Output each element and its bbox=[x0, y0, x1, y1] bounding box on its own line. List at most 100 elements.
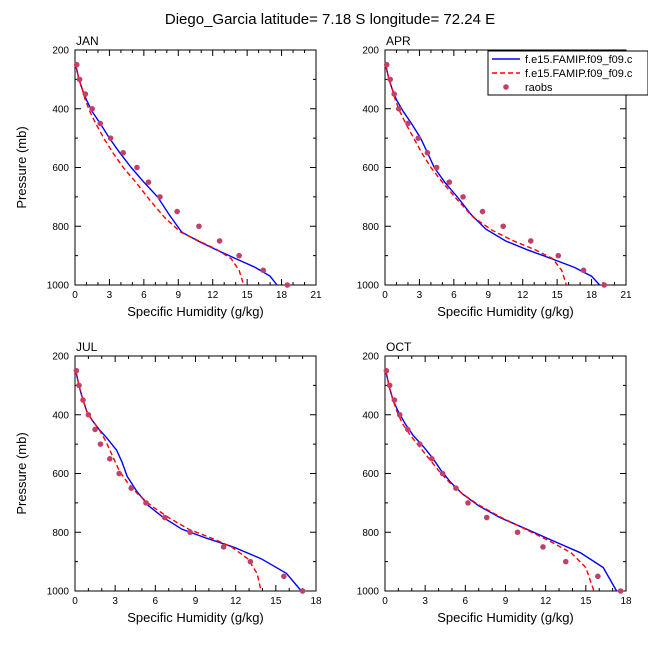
raobs-point bbox=[387, 76, 393, 83]
y-tick-label: 200 bbox=[362, 46, 379, 57]
y-tick-label: 1000 bbox=[357, 587, 380, 598]
legend-entry-label: f.e15.FAMIP.f09_f09.c bbox=[525, 54, 633, 66]
raobs-point bbox=[196, 223, 202, 230]
y-tick-label: 600 bbox=[362, 163, 379, 174]
raobs-point bbox=[216, 238, 223, 244]
x-tick-label: 18 bbox=[310, 596, 322, 607]
x-tick-label: 12 bbox=[207, 290, 219, 301]
panel-label: OCT bbox=[386, 340, 412, 354]
y-tick-label: 800 bbox=[362, 222, 379, 233]
figure-title: Diego_Garcia latitude= 7.18 S longitude=… bbox=[165, 11, 495, 28]
raobs-point bbox=[134, 164, 140, 171]
y-tick-label: 1000 bbox=[47, 587, 70, 598]
x-tick-label: 3 bbox=[107, 290, 113, 301]
raobs-point bbox=[281, 573, 287, 580]
raobs-point bbox=[299, 588, 306, 594]
raobs-point bbox=[260, 267, 267, 274]
x-tick-label: 0 bbox=[72, 596, 78, 607]
raobs-point bbox=[396, 411, 403, 418]
x-tick-label: 15 bbox=[270, 596, 282, 607]
raobs-point bbox=[97, 120, 104, 127]
raobs-point bbox=[386, 382, 393, 389]
raobs-point bbox=[465, 500, 471, 506]
x-tick-label: 9 bbox=[193, 596, 199, 607]
y-tick-label: 200 bbox=[362, 352, 379, 363]
raobs-point bbox=[73, 367, 80, 374]
x-tick-label: 0 bbox=[382, 596, 388, 607]
panel-jan: JAN 0 3 6 9 12 15 18 21 200 400 600 800 1000 Specific … bbox=[14, 34, 322, 319]
x-tick-label: 21 bbox=[620, 290, 632, 301]
raobs-point bbox=[220, 544, 227, 550]
x-tick-label: 0 bbox=[382, 290, 388, 301]
raobs-point bbox=[145, 179, 152, 185]
raobs-point bbox=[395, 105, 402, 112]
raobs-point bbox=[415, 135, 422, 141]
x-axis-label: Specific Humidity (g/kg) bbox=[437, 610, 574, 625]
x-tick-label: 21 bbox=[310, 290, 322, 301]
x-tick-label: 15 bbox=[580, 596, 592, 607]
raobs-point bbox=[383, 61, 390, 68]
legend-entry-label: raobs bbox=[525, 82, 553, 94]
raobs-point bbox=[391, 397, 398, 403]
raobs-point bbox=[439, 470, 446, 477]
x-tick-label: 3 bbox=[112, 596, 118, 607]
x-tick-label: 12 bbox=[540, 596, 552, 607]
y-tick-label: 600 bbox=[52, 469, 69, 480]
raobs-point bbox=[479, 208, 486, 215]
plot-frame bbox=[384, 355, 627, 592]
raobs-point bbox=[555, 252, 562, 259]
raobs-point bbox=[157, 194, 163, 200]
raobs-point bbox=[120, 150, 126, 156]
legend: f.e15.FAMIP.f09_f09.c f.e15.FAMIP.f09_f09… bbox=[487, 50, 648, 96]
raobs-point bbox=[460, 194, 466, 200]
raobs-point bbox=[405, 120, 411, 127]
plot-frame bbox=[74, 49, 317, 286]
raobs-point bbox=[116, 470, 122, 477]
x-tick-label: 15 bbox=[552, 290, 564, 301]
y-tick-label: 800 bbox=[52, 528, 69, 539]
y-tick-label: 400 bbox=[362, 104, 379, 115]
x-tick-label: 12 bbox=[517, 290, 529, 301]
x-tick-label: 18 bbox=[586, 290, 598, 301]
raobs-point bbox=[236, 252, 242, 259]
panel-apr: APR 0 3 6 9 12 15 18 21 200 400 600 800 1000 Specific … bbox=[357, 34, 632, 319]
x-tick-label: 6 bbox=[141, 290, 147, 301]
y-tick-label: 600 bbox=[362, 469, 379, 480]
x-tick-label: 9 bbox=[486, 290, 492, 301]
raobs-point bbox=[89, 105, 96, 112]
y-tick-label: 1000 bbox=[357, 281, 380, 292]
raobs-point bbox=[446, 179, 453, 185]
x-tick-label: 15 bbox=[242, 290, 254, 301]
raobs-point bbox=[617, 588, 624, 594]
raobs-point bbox=[107, 135, 114, 141]
y-tick-label: 600 bbox=[52, 163, 69, 174]
raobs-point bbox=[187, 529, 193, 536]
raobs-point bbox=[429, 456, 435, 462]
raobs-point bbox=[514, 529, 521, 536]
series-line-solid bbox=[74, 64, 278, 286]
x-tick-label: 6 bbox=[153, 596, 159, 607]
y-tick-label: 200 bbox=[52, 46, 69, 57]
raobs-point bbox=[417, 441, 423, 447]
series-line-dashed bbox=[385, 370, 595, 592]
y-tick-label: 400 bbox=[52, 410, 69, 421]
panel-jul: JUL 0 3 6 9 12 15 18 200 400 600 800 1000 Specific Hu… bbox=[14, 340, 322, 625]
raobs-point bbox=[97, 441, 104, 447]
raobs-point bbox=[107, 456, 113, 462]
x-tick-label: 18 bbox=[620, 596, 632, 607]
raobs-point bbox=[73, 61, 80, 68]
series-line-solid bbox=[384, 64, 601, 286]
raobs-point bbox=[128, 485, 135, 491]
series-line-solid bbox=[75, 370, 302, 592]
raobs-point bbox=[247, 558, 254, 565]
raobs-point bbox=[284, 282, 291, 288]
y-tick-label: 400 bbox=[52, 104, 69, 115]
legend-marker bbox=[503, 84, 509, 90]
x-axis-label: Specific Humidity (g/kg) bbox=[437, 304, 574, 319]
y-axis-label: Pressure (mb) bbox=[14, 432, 29, 514]
raobs-point bbox=[483, 514, 490, 521]
raobs-point bbox=[580, 267, 587, 274]
raobs-point bbox=[453, 485, 459, 491]
raobs-point bbox=[174, 208, 180, 215]
